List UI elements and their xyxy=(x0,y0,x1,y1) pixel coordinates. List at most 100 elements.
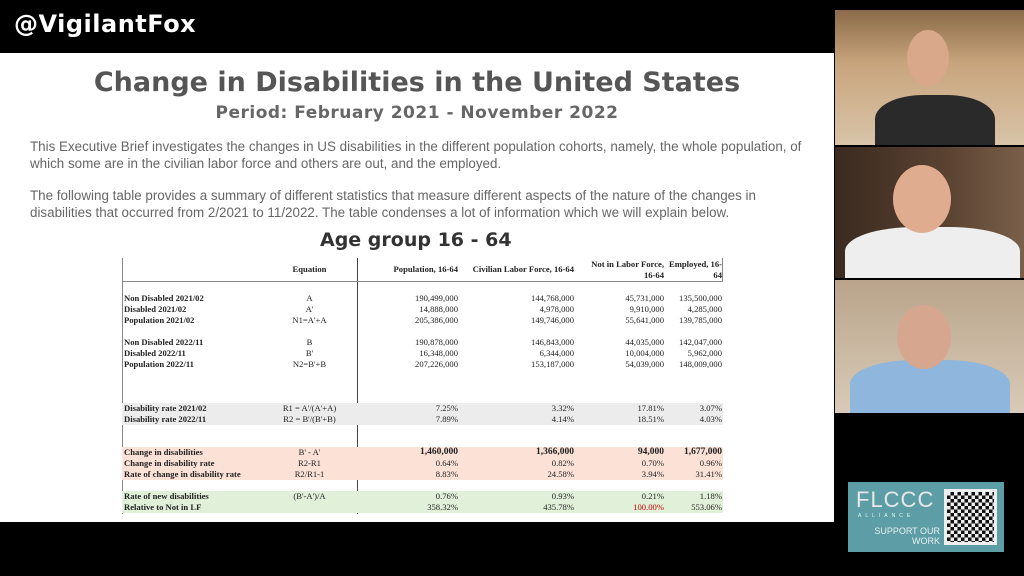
table-cell: 1,366,000 xyxy=(536,447,574,457)
table-cell: 1.18% xyxy=(699,491,722,501)
table-cell: B' xyxy=(305,348,314,358)
table-cell: Change in disability rate xyxy=(124,458,215,468)
table-row: Disability rate 2021/02 R1 = A'/(A'+A) 7.2… xyxy=(122,403,723,414)
table-cell xyxy=(357,425,462,436)
table-cell xyxy=(357,480,462,491)
table-cell xyxy=(578,282,668,293)
table-cell: 3.94% xyxy=(641,469,664,479)
table-cell: Employed, 16-64 xyxy=(669,258,722,280)
support-text: SUPPORT OUR WORK xyxy=(874,526,940,546)
table-cell xyxy=(578,436,668,447)
table-cell xyxy=(578,326,668,337)
table-cell xyxy=(578,425,668,436)
table-cell: Non Disabled 2022/11 xyxy=(124,337,204,347)
table-cell: 7.25% xyxy=(435,403,458,413)
channel-handle: @VigilantFox xyxy=(14,10,197,38)
table-cell: Non Disabled 2021/02 xyxy=(124,293,204,303)
table-row xyxy=(122,370,723,381)
table-right-border xyxy=(722,258,723,282)
table-cell xyxy=(357,370,462,381)
table-cell: (B'-A')/A xyxy=(293,491,326,501)
video-tile-2 xyxy=(835,147,1024,278)
table-cell xyxy=(122,436,262,447)
table-cell: Disabled 2022/11 xyxy=(124,348,186,358)
table-cell xyxy=(357,436,462,447)
presentation-slide: Change in Disabilities in the United Sta… xyxy=(0,53,834,522)
table-cell: 8.83% xyxy=(435,469,458,479)
table-cell: Disability rate 2022/11 xyxy=(124,414,207,424)
table-cell xyxy=(262,480,357,491)
table-cell: 55,641,000 xyxy=(625,315,664,325)
table-row: Relative to Not in LF 358.32% 435.78% 100.0… xyxy=(122,502,723,513)
table-cell xyxy=(462,282,578,293)
table-cell: 0.96% xyxy=(699,458,722,468)
table-row xyxy=(122,326,723,337)
table-cell xyxy=(122,381,262,392)
table-cell xyxy=(462,370,578,381)
table-row: Change in disability rate R2-R1 0.64% 0.82%… xyxy=(122,458,723,469)
table-cell: Change in disabilities xyxy=(124,447,203,457)
table-cell: 4.03% xyxy=(699,414,722,424)
intro-paragraph: This Executive Brief investigates the ch… xyxy=(30,139,802,171)
table-cell xyxy=(262,381,357,392)
table-row: Rate of new disabilities (B'-A')/A 0.76% 0.… xyxy=(122,491,723,502)
table-cell: Population 2022/11 xyxy=(124,359,194,369)
table-cell: 1,677,000 xyxy=(684,447,722,457)
table-cell: 5,962,000 xyxy=(687,348,722,358)
table-cell: 207,226,000 xyxy=(415,359,458,369)
table-cell: A xyxy=(306,293,313,303)
table-cell: 16,348,000 xyxy=(419,348,458,358)
table-cell: 146,843,000 xyxy=(531,337,574,347)
table-cell: 0.76% xyxy=(435,491,458,501)
table-row: Disabled 2022/11 B' 16,348,000 6,344,000 10,… xyxy=(122,348,723,359)
table-cell: 17.81% xyxy=(637,403,665,413)
table-cell: 45,731,000 xyxy=(625,293,664,303)
table-cell: 135,500,000 xyxy=(679,293,722,303)
table-cell: R2 = B'/(B'+B) xyxy=(283,414,336,424)
table-cell: 139,785,000 xyxy=(679,315,722,325)
slide-title: Change in Disabilities in the United Sta… xyxy=(93,67,741,98)
table-cell xyxy=(578,370,668,381)
table-cell: 0.21% xyxy=(641,491,664,501)
table-cell: 0.70% xyxy=(641,458,664,468)
table-cell xyxy=(357,381,462,392)
table-cell: 190,878,000 xyxy=(415,337,458,347)
disability-table: Equation Population, 16-64 Civilian Labor … xyxy=(122,258,723,514)
table-cell: 205,386,000 xyxy=(415,315,458,325)
table-cell: Civilian Labor Force, 16-64 xyxy=(472,264,574,274)
table-cell xyxy=(122,370,262,381)
flccc-support-banner[interactable]: FLCCC ALLIANCE SUPPORT OUR WORK xyxy=(848,482,1004,552)
table-row: Change in disabilities B' - A' 1,460,000 1,… xyxy=(122,447,723,458)
table-cell xyxy=(668,326,723,337)
age-group-label: Age group 16 - 64 xyxy=(320,229,512,251)
table-row: Rate of change in disability rate R2/R1-1… xyxy=(122,469,723,480)
table-row xyxy=(122,392,723,403)
table-cell xyxy=(262,370,357,381)
table-cell: 7.89% xyxy=(435,414,458,424)
table-cell xyxy=(357,282,462,293)
table-cell: R2/R1-1 xyxy=(294,469,325,479)
table-cell xyxy=(262,436,357,447)
table-cell: Population, 16-64 xyxy=(393,264,458,274)
table-row xyxy=(122,282,723,293)
table-cell: 190,499,000 xyxy=(415,293,458,303)
table-cell xyxy=(262,502,357,513)
table-cell: 0.82% xyxy=(551,458,574,468)
table-cell: Rate of change in disability rate xyxy=(124,469,241,479)
table-cell xyxy=(668,370,723,381)
table-cell: 44,035,000 xyxy=(625,337,664,347)
table-cell xyxy=(122,282,262,293)
table-cell: Rate of new disabilities xyxy=(124,491,209,501)
table-cell xyxy=(262,326,357,337)
table-cell xyxy=(122,392,262,403)
table-cell: 435.78% xyxy=(543,502,574,512)
table-cell xyxy=(262,392,357,403)
table-row xyxy=(122,480,723,491)
table-cell xyxy=(462,326,578,337)
table-cell: A' xyxy=(305,304,314,314)
table-cell: R1 = A'/(A'+A) xyxy=(282,403,337,413)
table-cell: 10,004,000 xyxy=(625,348,664,358)
table-cell: R2-R1 xyxy=(298,458,321,468)
table-cell xyxy=(462,425,578,436)
table-cell xyxy=(122,425,262,436)
